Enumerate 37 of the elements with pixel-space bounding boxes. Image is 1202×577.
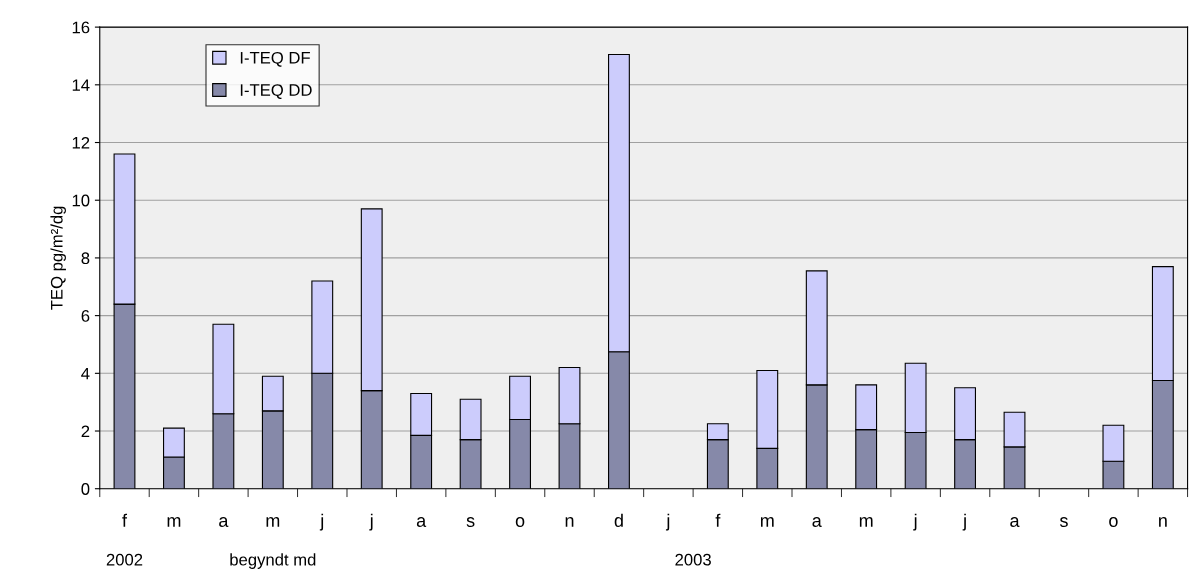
x-tick-label: a [812, 517, 822, 527]
x-tick-label: j [369, 513, 373, 531]
legend-label: I-TEQ DF [240, 51, 310, 67]
legend-label: I-TEQ DD [240, 84, 312, 99]
y-tick-label: 2 [81, 425, 90, 438]
y-tick-label: 12 [72, 136, 90, 149]
x-tick-label: o [515, 517, 525, 527]
x-tick-label: j [665, 513, 670, 531]
x-tick-label: n [1159, 517, 1167, 527]
x-tick-label: m [760, 517, 774, 527]
y-tick-label: 14 [72, 79, 90, 91]
y-tick-label: 10 [72, 194, 90, 207]
x-tick-label: j [962, 513, 966, 531]
x-tick-label: a [416, 517, 427, 527]
x-tick-label: f [715, 513, 721, 527]
x-tick-label: j [319, 513, 324, 531]
x-tick-label: f [122, 513, 128, 527]
text: 2002 [106, 553, 143, 566]
x-tick-label: a [1010, 517, 1020, 527]
y-tick-label: 4 [81, 367, 90, 380]
x-tick-label: s [1059, 517, 1068, 527]
x-tick-label: o [1109, 517, 1118, 527]
x-tick-label: j [913, 513, 917, 531]
text: begyndt md [230, 553, 316, 569]
x-tick-label: m [859, 517, 873, 527]
text: 2003 [675, 553, 711, 566]
x-tick-label: m [167, 517, 181, 527]
y-tick-label: 8 [81, 252, 90, 265]
x-tick-label: d [614, 513, 623, 527]
y-tick-label: 0 [81, 483, 90, 495]
x-tick-label: a [219, 517, 229, 527]
y-axis-title: TEQ pg/m²/dg [50, 206, 66, 310]
y-tick-label: 16 [72, 21, 90, 34]
y-tick-label: 6 [81, 310, 90, 322]
x-tick-label: s [466, 517, 475, 527]
x-tick-label: n [565, 517, 574, 527]
x-tick-label: m [266, 517, 280, 527]
